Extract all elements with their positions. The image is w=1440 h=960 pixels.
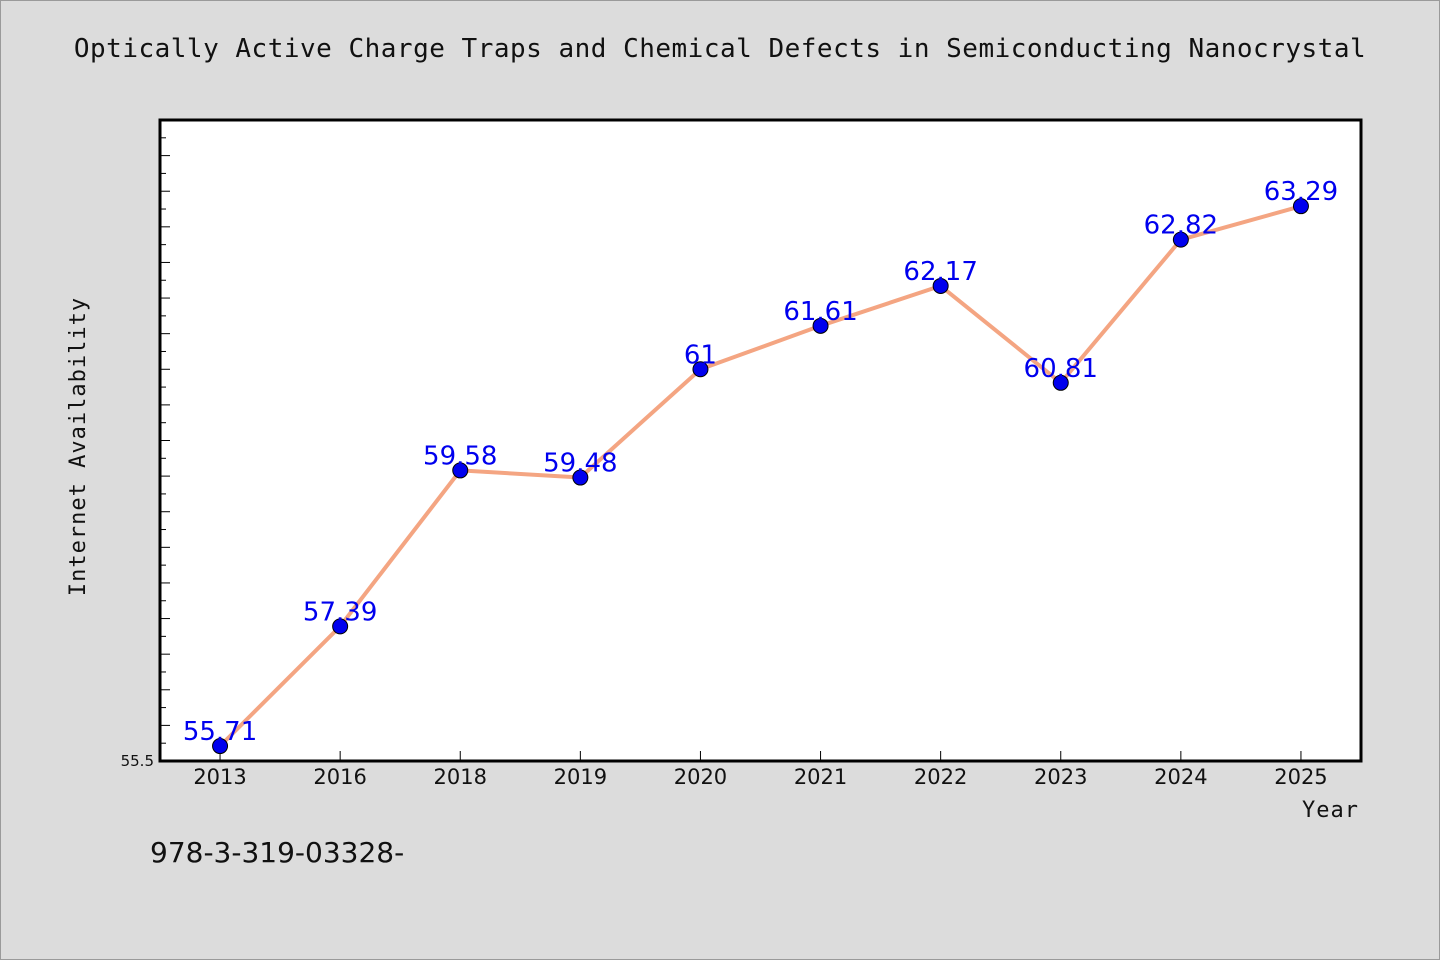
data-point-2020 xyxy=(692,361,709,378)
data-labels: 55.71 57.39 59.58 59.48 61 61.61 62.17 60.81 62.… xyxy=(183,177,1338,747)
data-label-2020: 61 xyxy=(684,340,717,370)
x-tick-label-2018: 2018 xyxy=(434,765,487,789)
data-point-2013 xyxy=(212,738,229,755)
series-line xyxy=(218,204,1302,748)
data-label-2024: 62.82 xyxy=(1144,211,1218,241)
data-point-2016 xyxy=(332,618,349,635)
x-tick-label-2013: 2013 xyxy=(193,765,246,789)
x-tick-label-2022: 2022 xyxy=(914,765,967,789)
data-point-2025 xyxy=(1292,198,1309,215)
x-tick-label-2016: 2016 xyxy=(313,765,366,789)
data-point-2022 xyxy=(932,277,949,294)
data-point-2024 xyxy=(1172,231,1189,248)
data-label-2021: 61.61 xyxy=(783,297,857,327)
x-tick-label-2024: 2024 xyxy=(1154,765,1207,789)
data-label-2022: 62.17 xyxy=(903,257,977,287)
data-point-2021 xyxy=(812,317,829,334)
data-point-2023 xyxy=(1052,374,1069,391)
x-axis-title: Year xyxy=(1302,798,1359,823)
y-axis-ticks xyxy=(160,119,170,762)
data-label-2018: 59.58 xyxy=(423,441,497,471)
data-label-2019: 59.48 xyxy=(543,449,617,479)
data-label-2023: 60.81 xyxy=(1024,354,1098,384)
x-tick-label-2021: 2021 xyxy=(794,765,847,789)
x-tick-label-2025: 2025 xyxy=(1274,765,1327,789)
data-point-2018 xyxy=(452,462,469,479)
x-tick-label-2019: 2019 xyxy=(554,765,607,789)
chart-title: Optically Active Charge Traps and Chemic… xyxy=(73,34,1367,64)
y-axis-title: Internet Availability xyxy=(66,297,91,596)
data-label-2016: 57.39 xyxy=(303,597,377,627)
plot-area xyxy=(158,118,1363,763)
data-label-2025: 63.29 xyxy=(1264,177,1338,207)
x-tick-label-2023: 2023 xyxy=(1034,765,1087,789)
y-tick-label: 55.5 xyxy=(121,752,154,770)
data-label-2013: 55.71 xyxy=(183,717,257,747)
footer-isbn: 978-3-319-03328- xyxy=(150,836,405,869)
data-point-2019 xyxy=(572,469,589,486)
data-markers xyxy=(212,198,1309,755)
x-tick-labels: 2013 2016 2018 2019 2020 2021 2022 2023 2024 2025 xyxy=(193,765,1327,789)
x-tick-label-2020: 2020 xyxy=(674,765,727,789)
